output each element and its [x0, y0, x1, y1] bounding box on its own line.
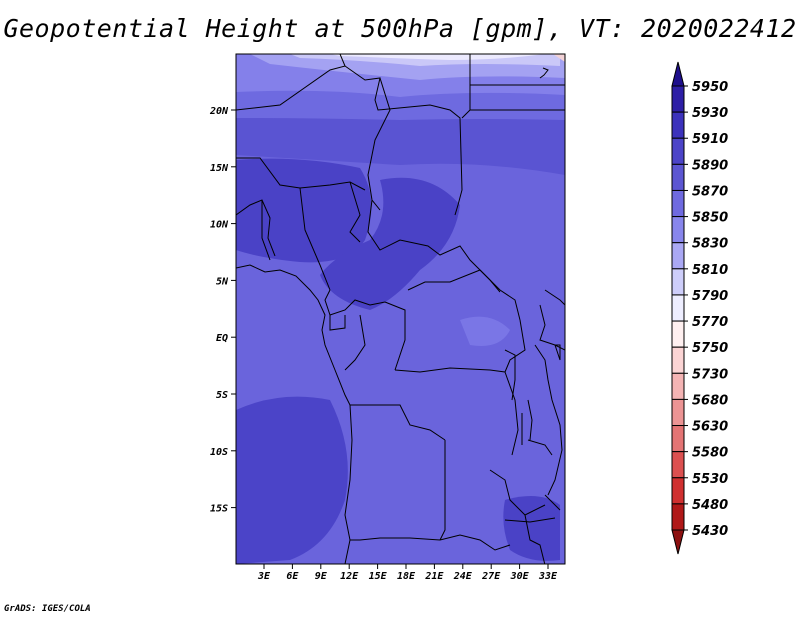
colorbar-label: 5830 — [692, 237, 728, 252]
lat-tick-label: EQ — [216, 333, 228, 344]
colorbar-label: 5630 — [692, 420, 728, 435]
lon-tick-label: 18E — [397, 571, 416, 582]
lat-tick-label: 5N — [216, 276, 229, 287]
core-west-africa — [236, 158, 372, 263]
plot-frame — [235, 53, 566, 565]
colorbar-label: 5730 — [692, 367, 728, 382]
lon-tick-label: 24E — [453, 571, 473, 582]
colorbar-label: 5950 — [692, 80, 728, 95]
lat-tick-label: 10N — [210, 220, 229, 231]
colorbar-segment — [671, 425, 685, 453]
country-borders — [236, 54, 565, 564]
lon-tick-label: 30E — [510, 571, 530, 582]
colorbar-segment — [671, 346, 685, 374]
lat-tick-label: 10S — [210, 447, 228, 458]
colorbar-top-arrow — [671, 61, 685, 87]
core-southwest — [236, 396, 348, 564]
colorbar-segment — [671, 398, 685, 427]
lat-tick-label: 15S — [210, 504, 228, 515]
map-title: Geopotential Height at 500hPa [gpm], VT:… — [3, 14, 797, 43]
colorbar-segment — [671, 320, 685, 348]
colorbar-label: 5770 — [692, 315, 728, 330]
colorbar-label: 5530 — [692, 472, 728, 487]
colorbar-segment — [671, 477, 685, 505]
colorbar-label: 5790 — [692, 289, 728, 304]
light-patch — [460, 316, 510, 346]
lat-tick-label: 15N — [210, 163, 229, 174]
lon-tick-label: 12E — [340, 571, 359, 582]
lon-tick-label: 33E — [538, 571, 558, 582]
lat-tick-label: 20N — [209, 106, 229, 117]
colorbar-label: 5930 — [692, 106, 728, 121]
colorbar-label: 5810 — [692, 263, 728, 278]
contour-field — [236, 54, 565, 564]
colorbar-label: 5910 — [692, 132, 728, 147]
colorbar-label: 5680 — [692, 393, 728, 408]
band-5750 — [553, 54, 565, 62]
colorbar-segment — [671, 268, 685, 296]
lon-tick-label: 15E — [369, 571, 388, 582]
longitude-axis: 3E 6E 9E 12E 15E 18E 21E 24E 27E 30E 33E — [257, 564, 558, 582]
colorbar-bottom-arrow — [671, 529, 685, 555]
colorbar-label: 5850 — [692, 211, 728, 226]
colorbar-segment — [671, 137, 685, 165]
colorbar-segment — [671, 242, 685, 270]
colorbar-label: 5580 — [692, 446, 728, 461]
colorbar-segment — [671, 503, 685, 531]
colorbar-segment — [671, 163, 685, 191]
colorbar-label: 5870 — [692, 184, 728, 199]
colorbar-segment — [671, 451, 685, 479]
colorbar-segment — [671, 216, 685, 244]
colorbar-label: 5750 — [692, 341, 728, 356]
lat-tick-label: 5S — [216, 390, 228, 401]
lon-tick-label: 9E — [315, 571, 328, 582]
band-5770 — [330, 54, 545, 60]
core-southeast — [503, 496, 560, 561]
core-central-africa — [320, 177, 460, 310]
grads-credit: GrADS: IGES/COLA — [4, 604, 91, 614]
lon-tick-label: 27E — [481, 571, 501, 582]
colorbar-segment — [671, 294, 685, 322]
lon-tick-label: 3E — [257, 571, 271, 582]
colorbar-segment — [671, 111, 685, 139]
colorbar-segment — [671, 189, 685, 218]
latitude-axis: 20N 15N 10N 5N EQ 5S 10S 15S — [209, 106, 236, 515]
colorbar-label: 5480 — [692, 498, 728, 513]
colorbar-label: 5890 — [692, 158, 728, 173]
lon-tick-label: 21E — [424, 571, 444, 582]
lon-tick-label: 6E — [286, 571, 299, 582]
colorbar-segment — [671, 85, 685, 113]
colorbar-label: 5430 — [692, 524, 728, 539]
colorbar-segment — [671, 372, 685, 400]
